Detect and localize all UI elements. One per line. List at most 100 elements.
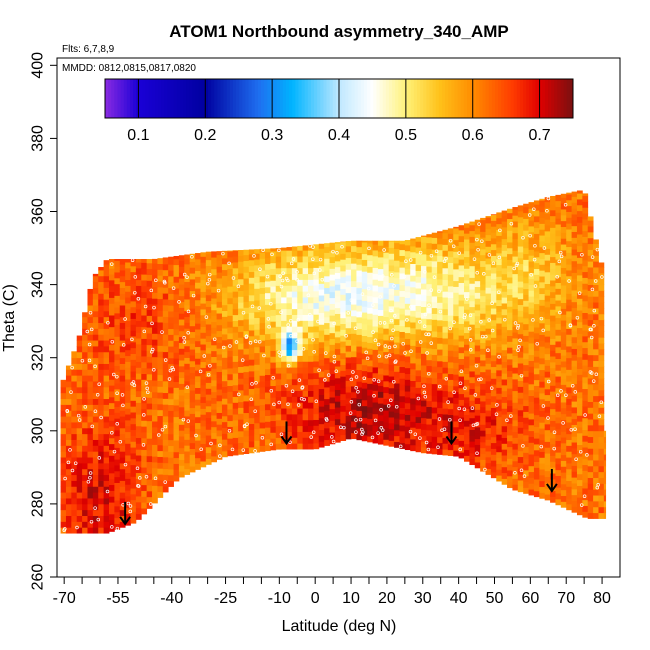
- heatmap-cell: [555, 387, 562, 395]
- heatmap-cell: [453, 233, 460, 241]
- heatmap-cell: [566, 451, 572, 458]
- sample-point: [250, 304, 255, 309]
- heatmap-cell: [464, 437, 470, 445]
- heatmap-cell: [221, 269, 228, 276]
- heatmap-cell: [523, 224, 529, 231]
- heatmap-cell: [114, 429, 121, 437]
- heatmap-cell: [377, 368, 384, 375]
- heatmap-cell: [130, 406, 137, 413]
- heatmap-cell: [125, 449, 131, 456]
- heatmap-cell: [404, 350, 411, 357]
- heatmap-cell: [464, 233, 470, 240]
- heatmap-cell: [576, 239, 583, 247]
- heatmap-cell: [297, 279, 304, 286]
- heatmap-cell: [442, 402, 449, 409]
- heatmap-cell: [404, 426, 411, 433]
- heatmap-cell: [221, 275, 228, 282]
- heatmap-cell: [420, 277, 427, 284]
- heatmap-cell: [324, 287, 330, 294]
- heatmap-cell: [377, 344, 384, 351]
- heatmap-cell: [227, 379, 234, 387]
- sample-point: [404, 259, 408, 263]
- heatmap-cell: [291, 279, 298, 286]
- heatmap-cell: [195, 387, 201, 394]
- sample-point: [286, 323, 290, 327]
- heatmap-cell: [539, 434, 546, 441]
- sample-point: [429, 253, 434, 258]
- heatmap-cell: [587, 495, 594, 502]
- heatmap-cell: [404, 256, 411, 263]
- heatmap-cell: [178, 371, 185, 379]
- heatmap-cell: [168, 428, 174, 435]
- heatmap-cell: [291, 343, 298, 351]
- heatmap-cell: [576, 345, 583, 352]
- heatmap-cell: [98, 322, 105, 329]
- sample-point: [542, 246, 547, 250]
- sample-point: [393, 344, 397, 349]
- heatmap-cell: [528, 342, 535, 350]
- heatmap-cell: [125, 291, 131, 298]
- heatmap-cell: [308, 244, 314, 251]
- heatmap-cell: [114, 441, 121, 448]
- heatmap-cell: [227, 286, 234, 293]
- heatmap-cell: [464, 262, 470, 269]
- heatmap-cell: [367, 389, 373, 396]
- sample-point: [475, 451, 479, 456]
- heatmap-cell: [65, 404, 72, 411]
- sample-point: [409, 305, 413, 309]
- heatmap-cell: [173, 282, 180, 289]
- heatmap-cell: [65, 521, 72, 528]
- heatmap-cell: [523, 212, 529, 219]
- heatmap-cell: [474, 257, 481, 264]
- heatmap-cell: [447, 449, 454, 456]
- heatmap-cell: [259, 311, 266, 318]
- heatmap-cell: [189, 419, 196, 426]
- heatmap-cell: [555, 253, 562, 260]
- heatmap-cell: [173, 258, 180, 266]
- sample-point: [209, 441, 213, 446]
- heatmap-cell: [501, 390, 508, 398]
- sample-point: [518, 338, 522, 343]
- heatmap-cell: [593, 302, 599, 309]
- heatmap-cell: [76, 457, 83, 464]
- heatmap-cell: [324, 293, 330, 300]
- heatmap-cell: [65, 392, 72, 400]
- sample-point: [377, 354, 381, 358]
- heatmap-cell: [415, 422, 422, 429]
- heatmap-cell: [189, 395, 196, 403]
- heatmap-cell: [539, 357, 546, 365]
- heatmap-cell: [598, 389, 605, 397]
- heatmap-cell: [550, 478, 556, 486]
- heatmap-cell: [125, 443, 131, 450]
- heatmap-cell: [507, 417, 513, 424]
- heatmap-cell: [533, 200, 540, 205]
- heatmap-cell: [114, 301, 121, 308]
- heatmap-cell: [576, 503, 583, 510]
- heatmap-cell: [593, 296, 599, 303]
- heatmap-cell: [469, 423, 476, 430]
- heatmap-cell: [490, 238, 497, 245]
- heatmap-cell: [248, 289, 255, 296]
- heatmap-cell: [297, 367, 304, 374]
- heatmap-cell: [598, 372, 605, 379]
- colorbar-segment: [463, 79, 468, 118]
- heatmap-cell: [92, 281, 99, 288]
- heatmap-cell: [264, 339, 271, 346]
- heatmap-cell: [533, 438, 540, 445]
- sample-point: [269, 388, 274, 393]
- heatmap-cell: [490, 296, 497, 303]
- heatmap-cell: [474, 444, 481, 451]
- sample-point: [475, 237, 479, 242]
- heatmap-cell: [372, 407, 379, 415]
- heatmap-cell: [216, 453, 223, 460]
- heatmap-cell: [281, 396, 287, 403]
- heatmap-cell: [184, 433, 191, 440]
- heatmap-cell: [480, 243, 486, 250]
- heatmap-cell: [420, 365, 427, 372]
- sample-point: [160, 330, 164, 334]
- heatmap-cell: [356, 305, 363, 312]
- heatmap-cell: [426, 435, 433, 443]
- sample-point: [261, 248, 265, 252]
- heatmap-cell: [377, 268, 384, 275]
- x-tick-label: -70: [53, 590, 76, 607]
